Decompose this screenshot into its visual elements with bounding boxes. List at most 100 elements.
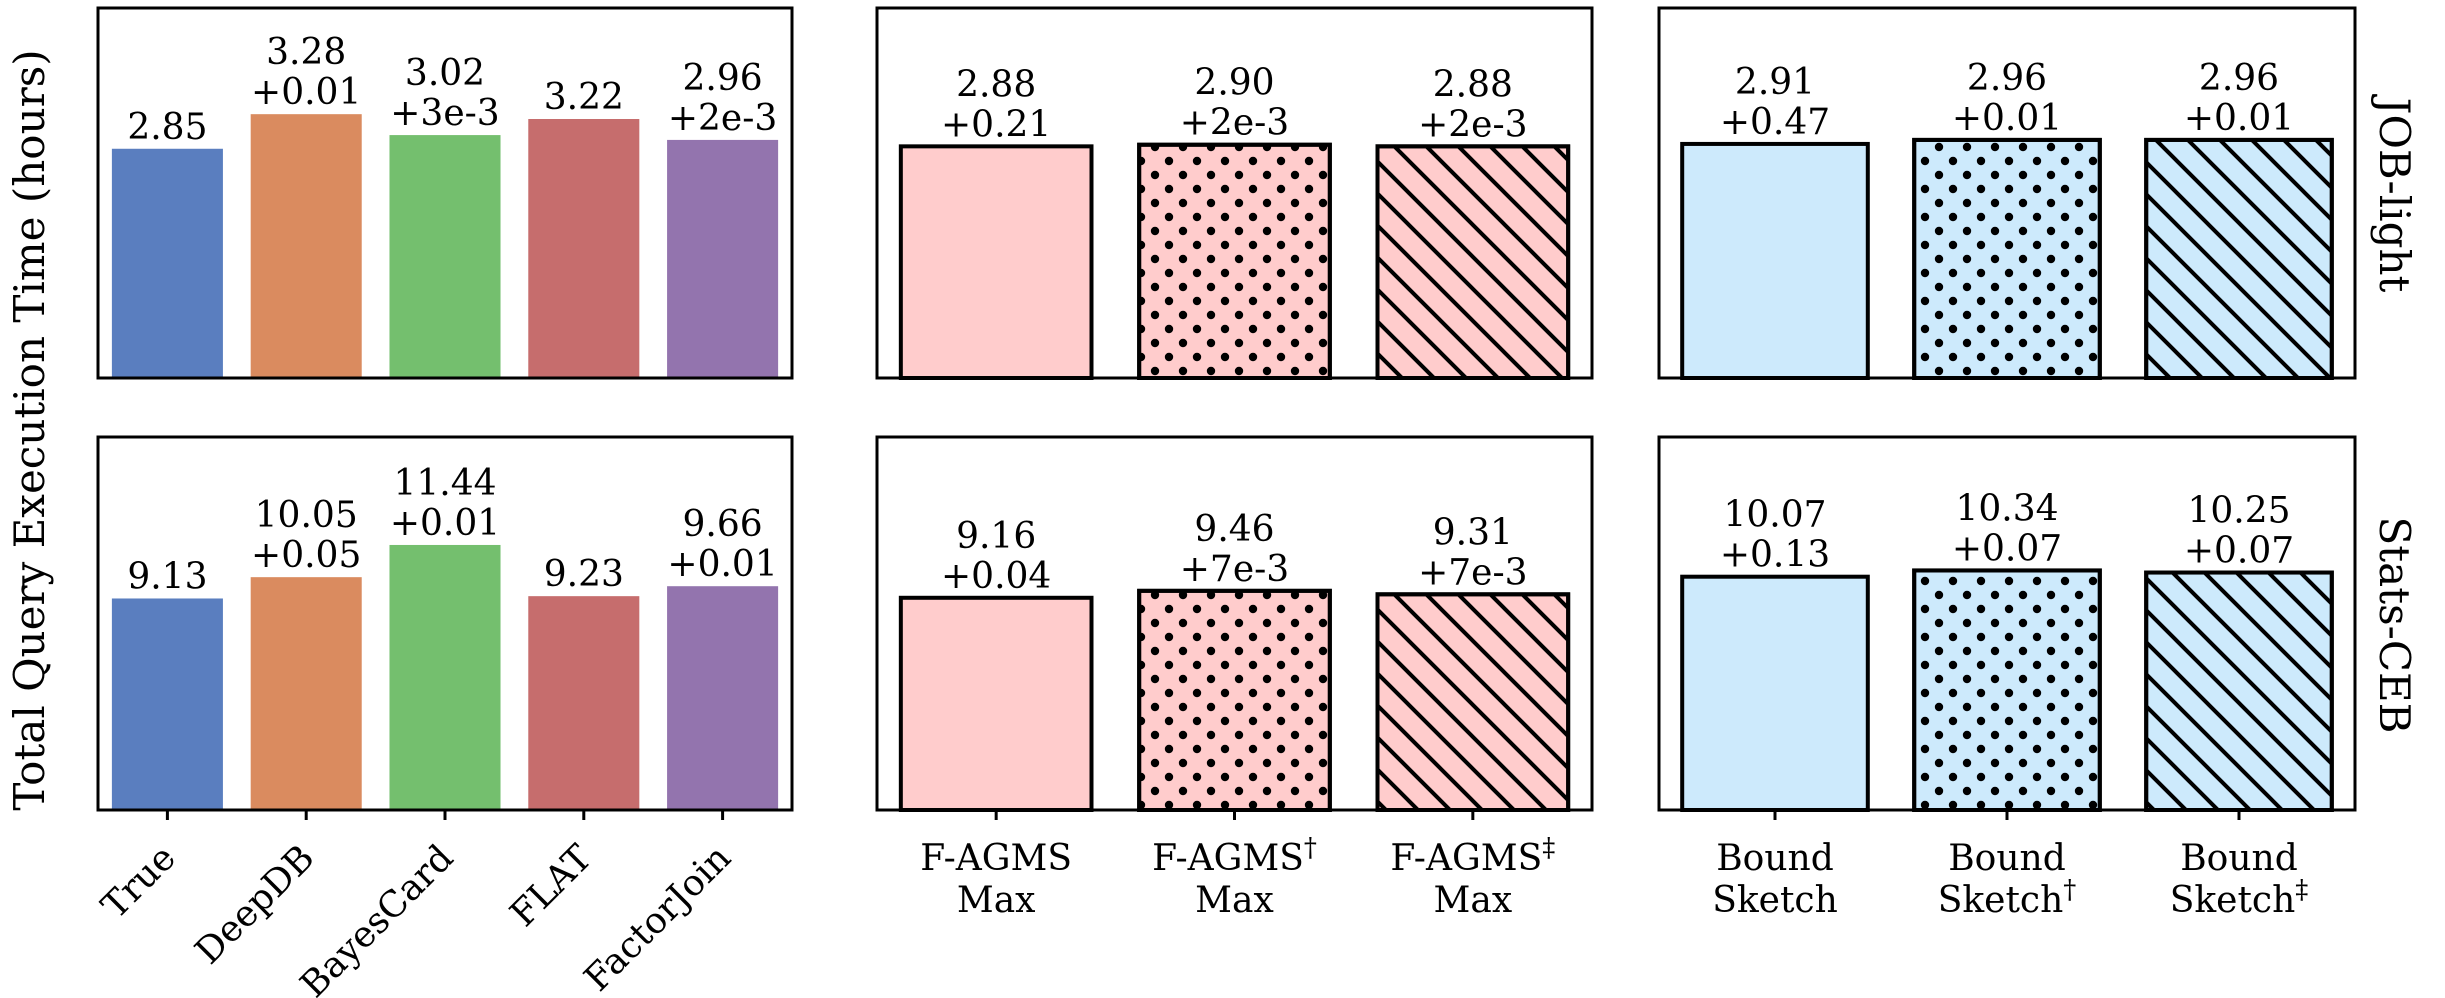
bar [111, 148, 223, 378]
bar-pattern [1912, 568, 2102, 813]
bar-value-label: +0.04 [941, 556, 1051, 597]
bar-value-label: 2.90 [1194, 63, 1274, 104]
bar-value-label: 2.88 [956, 64, 1036, 105]
row-label-stats-ceb: Stats-CEB [2370, 517, 2419, 734]
bar-pattern [1375, 144, 1571, 380]
bar-value-label: 3.28 [266, 32, 346, 73]
x-tick-label-text: Max [1434, 880, 1513, 921]
panel-job-light-2: 2.91+0.472.96+0.012.96+0.01 [1657, 6, 2357, 380]
bar-value-label: +0.21 [941, 104, 1051, 145]
x-tick-label-text: Max [957, 880, 1036, 921]
bar-value-label: 3.02 [405, 53, 485, 94]
bar-value-label: +3e-3 [390, 93, 499, 134]
bar-value-label: +0.01 [2184, 98, 2294, 139]
bar-value-label: +0.07 [2184, 531, 2294, 572]
x-tick-label-line1: Bound [2180, 838, 2298, 879]
bar-value-label: +0.01 [251, 72, 361, 113]
bar-value-label: 10.34 [1955, 488, 2058, 529]
x-tick-label-line1: F-AGMS† [1152, 833, 1317, 879]
x-tick-label: DeepDB [188, 837, 323, 972]
bar-value-label: +0.07 [1952, 528, 2062, 569]
x-tick-label-superscript: ‡ [2295, 875, 2308, 905]
x-tick-label-line1: F-AGMS [920, 838, 1072, 879]
bar-value-label: +0.05 [251, 535, 361, 576]
bar-value-label: 10.25 [2187, 491, 2290, 532]
bar-value-label: 2.91 [1735, 62, 1815, 103]
x-tick-label-text: Sketch [1712, 880, 1838, 921]
bar [1680, 141, 1870, 380]
panel-job-light-1: 2.88+0.212.90+2e-32.88+2e-3 [875, 6, 1594, 380]
bar-value-label: +0.47 [1720, 102, 1830, 143]
bar-value-label: 9.23 [544, 554, 624, 595]
x-tick-label-line2: Sketch‡ [2170, 875, 2309, 921]
y-axis-title: Total Query Execution Time (hours) [5, 49, 54, 810]
x-tick-label: FactorJoin [577, 837, 739, 998]
x-tick-label-superscript: † [2063, 875, 2076, 905]
bar-value-label: 11.44 [393, 463, 496, 504]
bar [898, 595, 1094, 813]
bar-pattern [1375, 592, 1571, 813]
panel-frame [875, 6, 1594, 380]
x-tick-label-text: Bound [1716, 838, 1834, 879]
bar [389, 544, 501, 810]
bar-value-label: +7e-3 [1418, 552, 1527, 593]
x-tick-label-text: Max [1195, 880, 1274, 921]
bar-value-label: +2e-3 [1418, 104, 1527, 145]
panel-frame [96, 6, 794, 380]
bar [667, 586, 779, 810]
bar-value-label: 9.31 [1433, 512, 1513, 553]
x-tick-label-line2: Max [1434, 880, 1513, 921]
bar-value-label: +0.13 [1720, 535, 1830, 576]
x-tick-label-line1: Bound [1716, 838, 1834, 879]
bar-value-label: +7e-3 [1180, 549, 1289, 590]
bar-value-label: +2e-3 [668, 98, 777, 139]
panel-stats-ceb-0: 9.1310.05+0.0511.44+0.019.239.66+0.01Tru… [94, 435, 794, 998]
bar-pattern [2144, 570, 2334, 813]
bar [111, 598, 223, 810]
x-tick-label-text: Sketch [1938, 880, 2064, 921]
x-tick-label: BayesCard [293, 837, 462, 998]
x-tick-label: FLAT [503, 837, 601, 935]
x-tick-label-text: F-AGMS [1152, 838, 1304, 879]
bar-value-label: +0.01 [667, 544, 777, 585]
x-tick-label-text: F-AGMS [1390, 838, 1542, 879]
x-tick-label-line2: Max [1195, 880, 1274, 921]
bar-value-label: 9.16 [956, 516, 1036, 557]
bar [250, 577, 362, 810]
bar-pattern [1137, 588, 1332, 813]
bar [250, 114, 362, 378]
x-tick-label-text: Bound [2180, 838, 2298, 879]
bar [528, 119, 640, 378]
bar-value-label: 2.85 [127, 107, 207, 148]
bar-value-label: 10.07 [1723, 495, 1826, 536]
bar-value-label: 2.96 [2199, 58, 2279, 99]
bar-value-label: 9.66 [683, 504, 763, 545]
x-tick-label-text: Sketch [2170, 880, 2296, 921]
bar [1680, 574, 1870, 812]
panel-frame [1657, 6, 2357, 380]
x-tick-label-text: Bound [1948, 838, 2066, 879]
x-tick-label-line1: F-AGMS‡ [1390, 833, 1555, 879]
panel-stats-ceb-2: 10.07+0.1310.34+0.0710.25+0.07BoundSketc… [1657, 435, 2357, 921]
bar-value-label: 2.96 [683, 58, 763, 99]
bar-value-label: 2.96 [1967, 58, 2047, 99]
x-tick-label-line1: Bound [1948, 838, 2066, 879]
bar [667, 139, 779, 378]
panel-stats-ceb-1: 9.16+0.049.46+7e-39.31+7e-3F-AGMSMaxF-AG… [875, 435, 1594, 921]
x-tick-label-superscript: † [1304, 833, 1317, 863]
row-label-job-light: JOB-light [2370, 94, 2419, 293]
x-tick-label-line2: Sketch [1712, 880, 1838, 921]
bar-value-label: +0.01 [1952, 98, 2062, 139]
bar [389, 135, 501, 378]
bar-pattern [2144, 137, 2334, 380]
panel-job-light-0: 2.85 3.28+0.01 3.02+3e-3 3.22 2.96+2e-3 [96, 6, 794, 380]
x-tick-label-line2: Sketch† [1938, 875, 2077, 921]
bar-value-label: +0.01 [390, 503, 500, 544]
bar-value-label: 2.88 [1433, 64, 1513, 105]
bar-pattern [1137, 142, 1332, 380]
bar [528, 596, 640, 810]
x-tick-label: True [94, 837, 184, 927]
bar-value-label: 3.22 [544, 77, 624, 118]
x-tick-label-text: F-AGMS [920, 838, 1072, 879]
